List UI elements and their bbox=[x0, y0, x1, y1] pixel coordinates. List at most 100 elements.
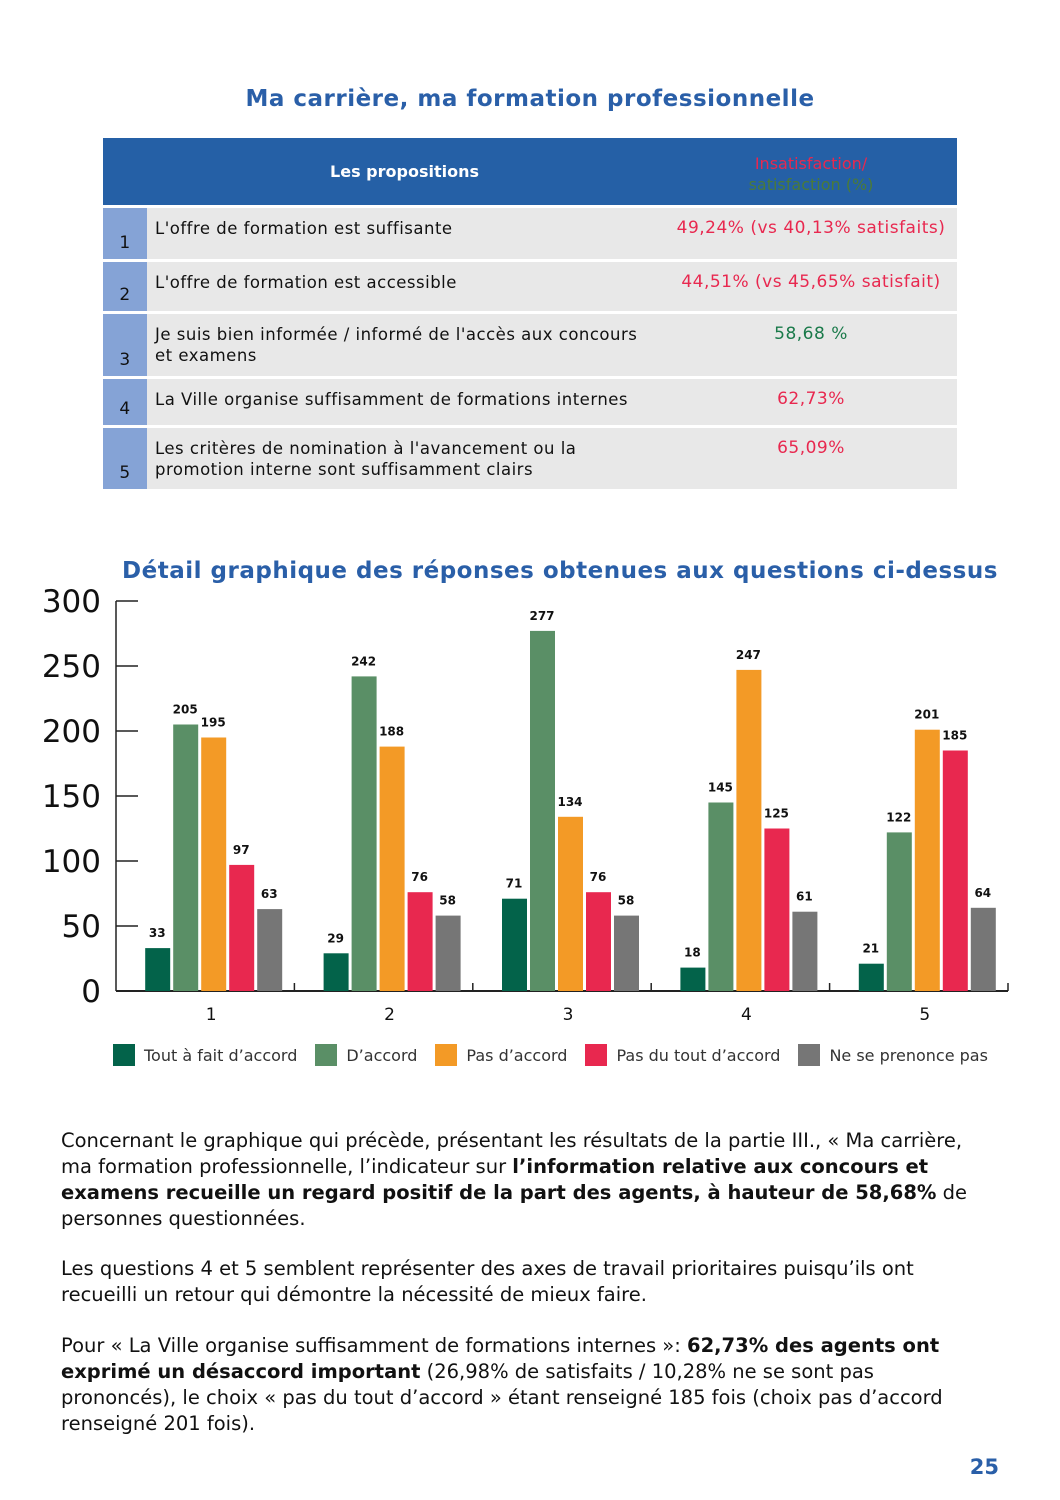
data-label: 29 bbox=[327, 931, 344, 945]
table-row: 3 Je suis bien informée / informé de l'a… bbox=[103, 311, 957, 378]
bold-text: 62,73% des agents ont exprimé un désacco… bbox=[61, 1334, 940, 1383]
header-propositions: Les propositions bbox=[103, 138, 665, 207]
legend-label: Pas d’accord bbox=[466, 1045, 568, 1065]
table-row: 5 Les critères de nomination à l'avancem… bbox=[103, 425, 957, 489]
data-label: 97 bbox=[233, 843, 250, 857]
bar bbox=[736, 669, 762, 991]
data-label: 277 bbox=[529, 609, 554, 623]
legend-swatch bbox=[315, 1044, 338, 1066]
data-label: 61 bbox=[796, 890, 813, 904]
bar bbox=[614, 915, 639, 991]
bar bbox=[942, 750, 968, 991]
bar bbox=[708, 802, 734, 991]
bar bbox=[257, 909, 283, 991]
paragraph-1: Concernant le graphique qui précède, pré… bbox=[61, 1128, 991, 1232]
y-tick-label: 50 bbox=[62, 909, 101, 945]
x-tick-label: 3 bbox=[563, 1005, 574, 1025]
paragraph-3: Pour « La Ville organise suffisamment de… bbox=[61, 1333, 991, 1437]
bar bbox=[502, 898, 527, 991]
legend-swatch bbox=[585, 1044, 608, 1066]
legend-label: Tout à fait d’accord bbox=[144, 1045, 298, 1065]
bar bbox=[764, 828, 790, 991]
data-label: 195 bbox=[201, 716, 226, 730]
legend-item: D’accord bbox=[315, 1044, 417, 1066]
row-number: 4 bbox=[103, 376, 147, 427]
data-label: 188 bbox=[379, 725, 404, 739]
y-tick-label: 300 bbox=[42, 584, 101, 620]
data-label: 71 bbox=[506, 877, 523, 891]
row-proposition: Les critères de nomination à l'avancemen… bbox=[147, 425, 665, 489]
y-tick-label: 200 bbox=[42, 714, 101, 750]
text: de personnes questionnées. bbox=[61, 1181, 968, 1230]
bar bbox=[145, 948, 171, 991]
data-label: 134 bbox=[557, 795, 582, 809]
row-number: 2 bbox=[103, 259, 147, 313]
chart-title: Détail graphique des réponses obtenues a… bbox=[122, 558, 998, 584]
text: (26,98% de satisfaits / 10,28% ne se son… bbox=[61, 1360, 943, 1435]
table-row: 2 L'offre de formation est accessible 44… bbox=[103, 259, 957, 313]
text: Pour « La Ville organise suffisamment de… bbox=[61, 1334, 688, 1357]
header-sat: satisfaction (%) bbox=[748, 175, 874, 194]
bar bbox=[586, 892, 611, 991]
x-tick-label: 1 bbox=[206, 1005, 217, 1025]
bar bbox=[886, 832, 912, 991]
header-satisfaction: Insatisfaction/ satisfaction (%) bbox=[665, 138, 957, 207]
legend-label: D’accord bbox=[346, 1045, 418, 1065]
header-insat: Insatisfaction/ bbox=[754, 154, 868, 173]
legend-label: Ne se prenonce pas bbox=[829, 1045, 988, 1065]
row-value: 44,51% (vs 45,65% satisfait) bbox=[665, 259, 957, 313]
data-label: 64 bbox=[974, 886, 991, 900]
row-proposition: L'offre de formation est suffisante bbox=[147, 205, 665, 261]
data-label: 21 bbox=[862, 942, 879, 956]
row-value: 62,73% bbox=[665, 376, 957, 427]
row-number: 5 bbox=[103, 425, 147, 489]
bar bbox=[407, 892, 433, 991]
bar bbox=[680, 967, 706, 991]
data-label: 185 bbox=[942, 729, 967, 743]
table-title: Ma carrière, ma formation professionnell… bbox=[245, 86, 815, 112]
data-label: 58 bbox=[618, 894, 635, 908]
text: Les questions 4 et 5 semblent représente… bbox=[61, 1257, 914, 1306]
x-tick-label: 5 bbox=[919, 1005, 930, 1025]
y-tick-label: 0 bbox=[81, 974, 101, 1010]
row-number: 1 bbox=[103, 205, 147, 261]
row-value: 49,24% (vs 40,13% satisfaits) bbox=[665, 205, 957, 261]
data-label: 122 bbox=[886, 810, 911, 824]
legend-item: Pas du tout d’accord bbox=[585, 1044, 780, 1066]
y-tick-label: 150 bbox=[42, 779, 101, 815]
row-proposition: Je suis bien informée / informé de l'acc… bbox=[147, 311, 665, 378]
bar bbox=[858, 963, 884, 991]
data-label: 76 bbox=[590, 870, 607, 884]
x-tick-label: 4 bbox=[741, 1005, 752, 1025]
table-row: 4 La Ville organise suffisamment de form… bbox=[103, 376, 957, 427]
bar bbox=[229, 864, 255, 991]
bar bbox=[970, 907, 996, 991]
text: Concernant le graphique qui précède, pré… bbox=[61, 1129, 963, 1178]
row-value: 58,68 % bbox=[665, 311, 957, 378]
y-tick-label: 100 bbox=[42, 844, 101, 880]
bar bbox=[792, 911, 818, 991]
paragraph-2: Les questions 4 et 5 semblent représente… bbox=[61, 1256, 991, 1308]
legend-item: Ne se prenonce pas bbox=[798, 1044, 988, 1066]
bar bbox=[323, 953, 349, 991]
table-row: 1 L'offre de formation est suffisante 49… bbox=[103, 205, 957, 261]
propositions-table: Les propositions Insatisfaction/ satisfa… bbox=[103, 138, 957, 489]
row-value: 65,09% bbox=[665, 425, 957, 489]
x-tick-label: 2 bbox=[384, 1005, 395, 1025]
data-label: 247 bbox=[736, 648, 761, 662]
legend-label: Pas du tout d’accord bbox=[616, 1045, 781, 1065]
bar bbox=[435, 915, 461, 991]
data-label: 63 bbox=[261, 887, 278, 901]
legend-item: Tout à fait d’accord bbox=[113, 1044, 297, 1066]
data-label: 201 bbox=[914, 708, 939, 722]
bar bbox=[173, 724, 199, 991]
y-tick-label: 250 bbox=[42, 649, 101, 685]
bold-text: l’information relative aux concours et e… bbox=[61, 1155, 937, 1204]
data-label: 242 bbox=[351, 654, 376, 668]
row-proposition: L'offre de formation est accessible bbox=[147, 259, 665, 313]
chart-legend: Tout à fait d’accord D’accord Pas d’accord… bbox=[113, 1044, 1006, 1066]
bar bbox=[351, 676, 377, 991]
row-proposition: La Ville organise suffisamment de format… bbox=[147, 376, 665, 427]
